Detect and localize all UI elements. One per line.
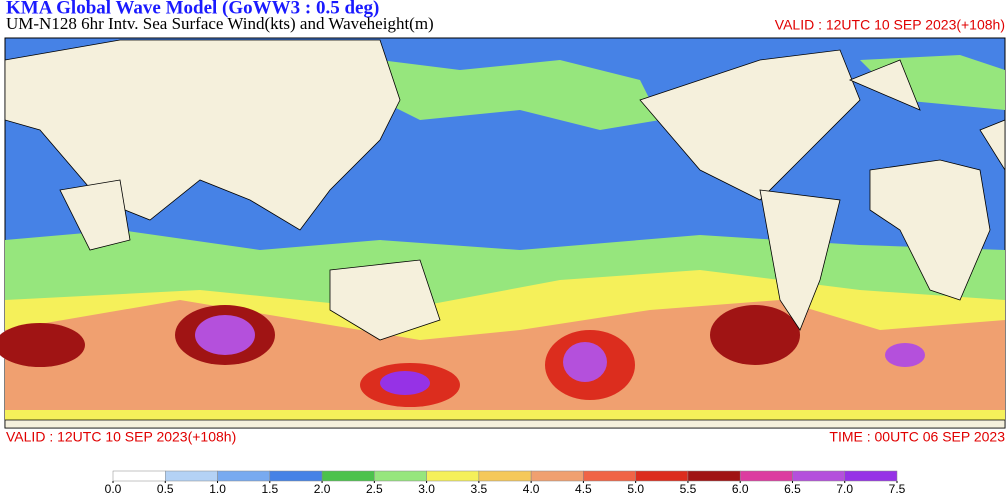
color-swatch (269, 470, 323, 482)
storm (885, 343, 925, 367)
tick-label: 2.0 (314, 482, 331, 496)
color-swatch (321, 470, 375, 482)
storm (195, 315, 255, 355)
color-swatch (426, 470, 480, 482)
tick-label: 1.5 (261, 482, 278, 496)
color-swatch (112, 470, 166, 482)
valid-bottom: VALID : 12UTC 10 SEP 2023(+108h) (6, 429, 236, 445)
color-swatch (530, 470, 584, 482)
color-swatch (792, 470, 845, 482)
color-swatch (217, 470, 271, 482)
storm (710, 305, 800, 365)
tick-label: 3.0 (418, 482, 435, 496)
color-swatch (687, 470, 741, 482)
color-swatch (635, 470, 689, 482)
color-swatch (583, 470, 636, 482)
tick-label: 6.5 (784, 482, 801, 496)
map (0, 37, 1006, 429)
run-time: TIME : 00UTC 06 SEP 2023 (829, 429, 1005, 445)
tick-label: 4.5 (575, 482, 592, 496)
tick-label: 0.5 (157, 482, 174, 496)
tick-label: 6.0 (732, 482, 749, 496)
storm (380, 371, 430, 395)
wave-field (380, 60, 660, 130)
tick-label: 5.5 (680, 482, 697, 496)
valid-top: VALID : 12UTC 10 SEP 2023(+108h) (775, 17, 1005, 33)
color-swatch (374, 470, 427, 482)
color-swatch (739, 470, 793, 482)
tick-label: 2.5 (366, 482, 383, 496)
color-swatch (165, 470, 218, 482)
tick-label: 4.0 (523, 482, 540, 496)
land (4, 39, 1006, 429)
tick-label: 0.0 (105, 482, 122, 496)
tick-label: 1.0 (209, 482, 226, 496)
tick-label: 7.0 (836, 482, 853, 496)
tick-label: 3.5 (471, 482, 488, 496)
tick-label: 5.0 (627, 482, 644, 496)
color-swatch (844, 470, 898, 482)
title: KMA Global Wave Model (GoWW3 : 0.5 deg) (6, 0, 379, 18)
tick-label: 7.5 (889, 482, 906, 496)
color-swatch (478, 470, 532, 482)
storm (563, 342, 607, 382)
subtitle: UM-N128 6hr Intv. Sea Surface Wind(kts) … (6, 14, 434, 33)
storm (0, 323, 85, 367)
